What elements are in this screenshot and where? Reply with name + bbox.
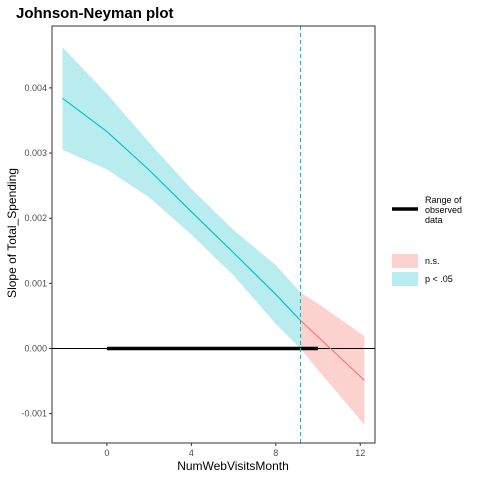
x-tick-label: 4 bbox=[189, 448, 194, 458]
y-tick-label: 0.002 bbox=[24, 213, 47, 223]
y-tick-label: 0.001 bbox=[24, 278, 47, 288]
x-tick-label: 12 bbox=[355, 448, 365, 458]
legend-label-not-significant: n.s. bbox=[425, 256, 440, 266]
confidence-band-significant bbox=[62, 47, 301, 349]
legend-range-label: observed bbox=[425, 205, 462, 215]
legend-key-significant bbox=[392, 272, 418, 286]
chart-title: Johnson-Neyman plot bbox=[16, 5, 174, 22]
legend-key-not-significant bbox=[392, 254, 418, 268]
plot-panel-border bbox=[51, 25, 376, 444]
y-tick-label: 0.003 bbox=[24, 148, 47, 158]
legend-range-label: data bbox=[425, 215, 443, 225]
confidence-band-not-significant bbox=[300, 292, 365, 425]
x-tick-label: 0 bbox=[104, 448, 109, 458]
y-tick-label: -0.001 bbox=[21, 409, 47, 419]
slope-line-not-significant bbox=[300, 320, 365, 381]
legend-label-significant: p < .05 bbox=[425, 274, 453, 284]
legend-range-label: Range of bbox=[425, 195, 462, 205]
y-tick-label: 0.000 bbox=[24, 344, 47, 354]
slope-line-significant bbox=[62, 97, 301, 321]
y-tick-label: 0.004 bbox=[24, 83, 47, 93]
x-tick-label: 8 bbox=[273, 448, 278, 458]
x-axis-title: NumWebVisitsMonth bbox=[177, 459, 289, 473]
y-axis-title: Slope of Total_Spending bbox=[5, 168, 19, 298]
